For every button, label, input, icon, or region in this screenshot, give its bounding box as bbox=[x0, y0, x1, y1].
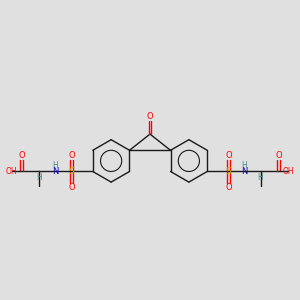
Text: S: S bbox=[226, 167, 231, 176]
Text: N: N bbox=[52, 167, 58, 176]
Text: O: O bbox=[147, 112, 153, 121]
Text: H: H bbox=[258, 173, 263, 182]
Text: O: O bbox=[275, 151, 282, 160]
Text: OH: OH bbox=[283, 167, 294, 176]
Text: O: O bbox=[18, 151, 25, 160]
Text: O: O bbox=[225, 151, 232, 160]
Text: OH: OH bbox=[6, 167, 17, 176]
Text: O: O bbox=[68, 183, 75, 192]
Text: H: H bbox=[242, 161, 247, 170]
Text: H: H bbox=[52, 161, 58, 170]
Text: S: S bbox=[69, 167, 74, 176]
Text: O: O bbox=[225, 183, 232, 192]
Text: O: O bbox=[68, 151, 75, 160]
Text: H: H bbox=[37, 173, 42, 182]
Text: N: N bbox=[242, 167, 248, 176]
